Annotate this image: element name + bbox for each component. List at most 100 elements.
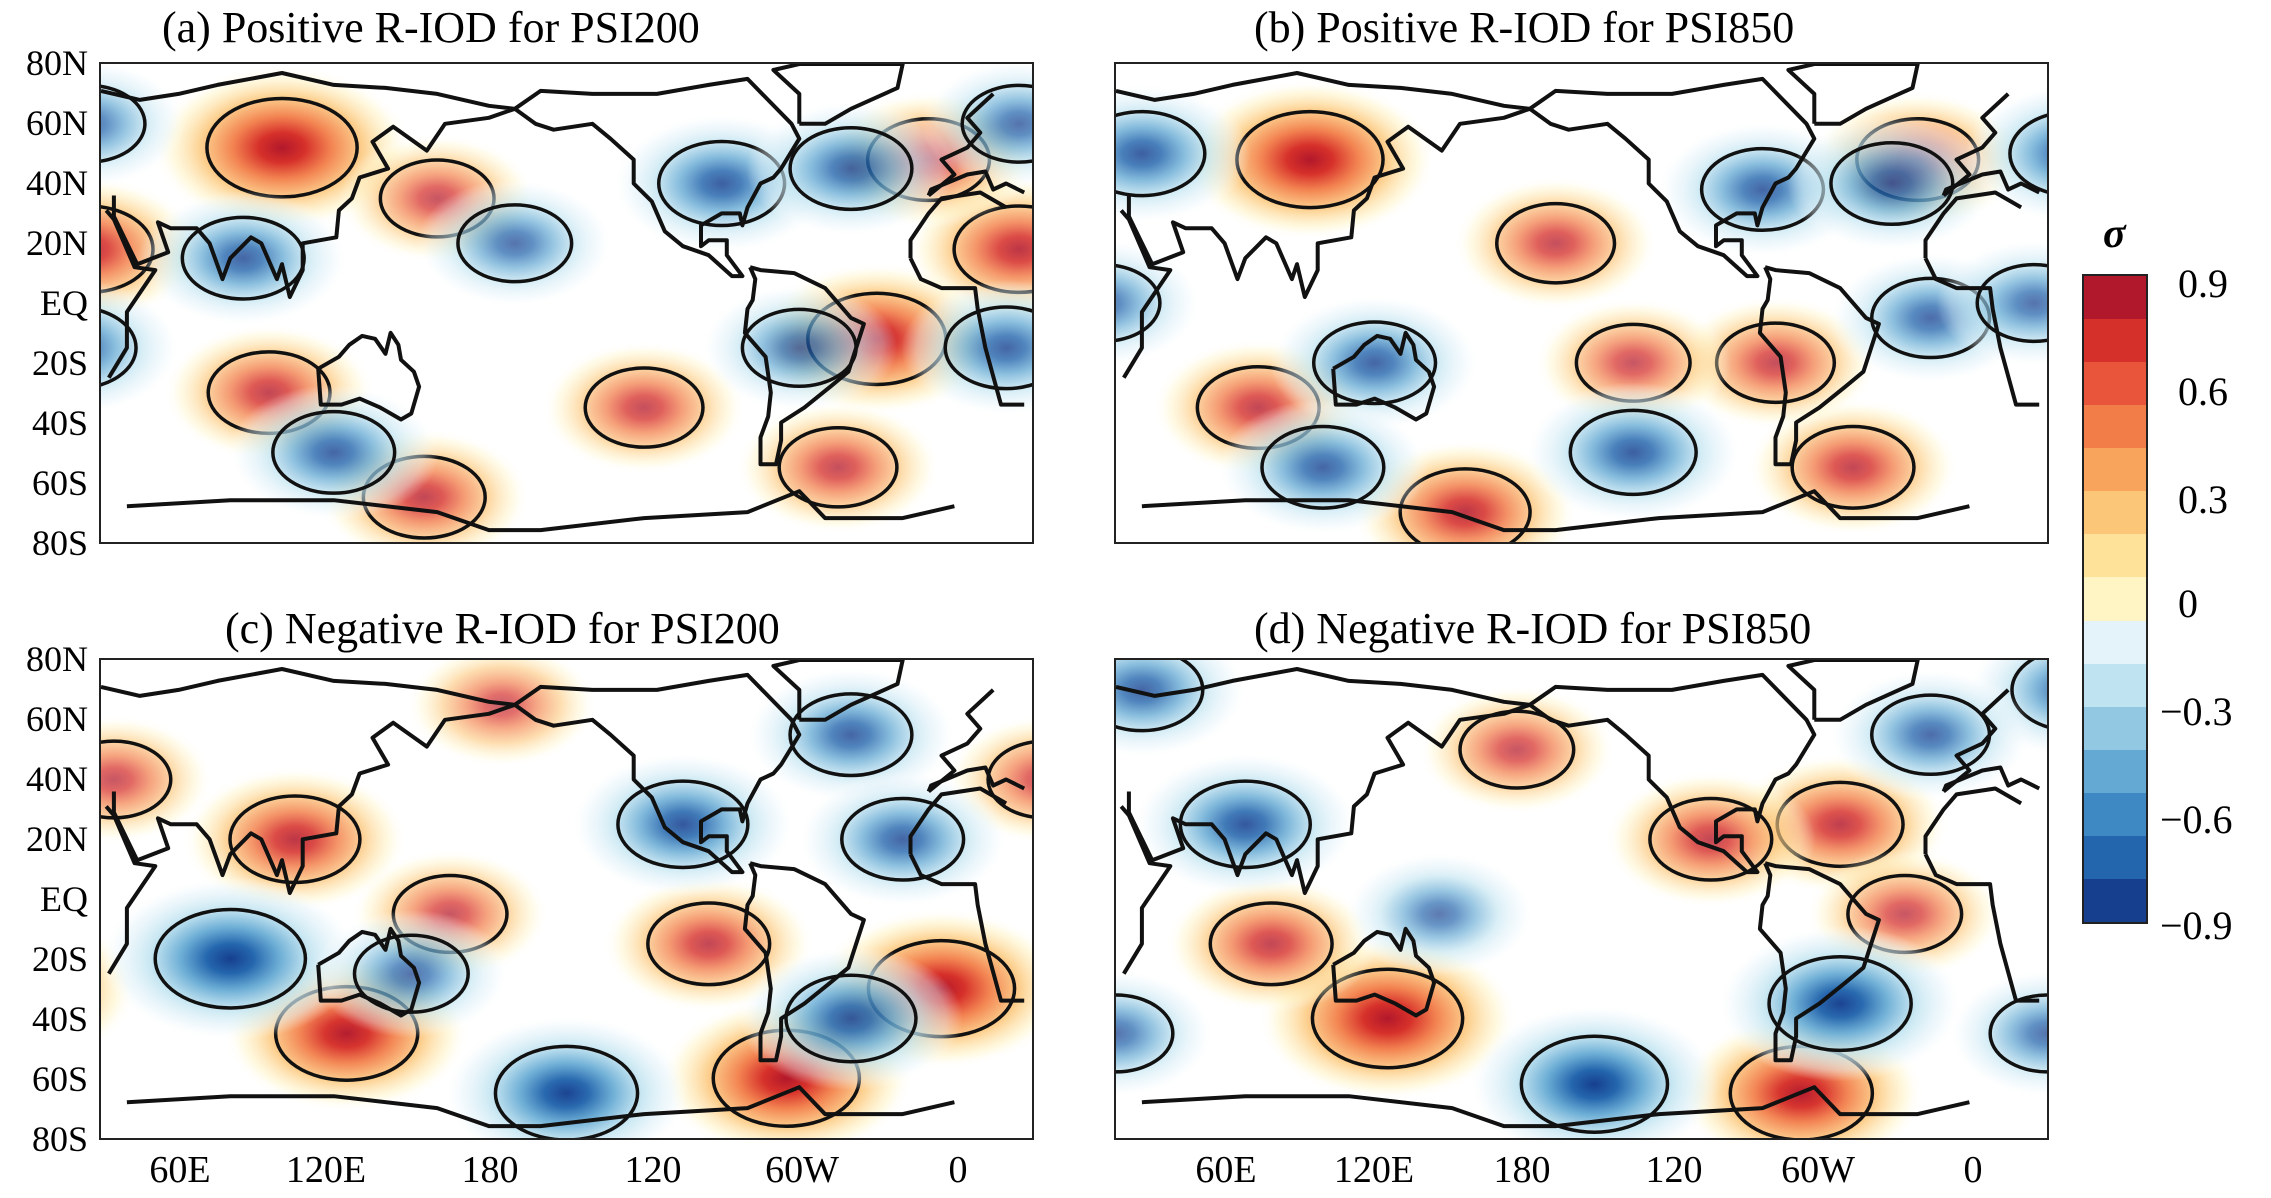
lat-label: 20S	[31, 343, 88, 383]
anomaly-blob	[416, 179, 613, 308]
coastline-africa	[908, 257, 1025, 407]
coastline-africa	[908, 786, 1008, 855]
coastline-africa	[1923, 190, 2023, 259]
anomaly-blob	[1344, 851, 1534, 976]
anomaly-blob	[1673, 296, 1877, 429]
coastline-greenland	[1786, 660, 1920, 722]
lat-label: 60N	[26, 103, 88, 143]
colorbar-tick-label: 0.6	[2178, 369, 2228, 414]
anomaly-blob	[570, 752, 795, 897]
significance-contour	[788, 126, 914, 212]
anomaly-blob	[182, 767, 407, 912]
colorbar-segment	[2084, 448, 2146, 492]
significance-contour	[960, 83, 1032, 164]
lon-label: 60W	[1781, 1149, 1855, 1191]
colorbar-tick-label: 0.3	[2178, 477, 2228, 522]
significance-contour	[777, 425, 899, 509]
coastline-greenland	[771, 660, 905, 722]
anomaly-blob	[101, 876, 360, 1041]
anomaly-blob	[101, 281, 181, 414]
anomaly-blob	[1166, 875, 1377, 1012]
colorbar-tick-label: −0.6	[2160, 797, 2233, 842]
colorbar-segment	[2084, 749, 2146, 793]
lat-label: 20N	[26, 819, 88, 859]
significance-contour	[153, 907, 308, 1010]
anomaly-blob	[1786, 115, 1997, 252]
coastline-africa	[908, 853, 1025, 1003]
anomaly-blob	[138, 190, 349, 327]
coastline-europe-asia	[1116, 71, 1532, 299]
lat-label: EQ	[40, 283, 88, 323]
lat-label: 60S	[31, 1059, 88, 1099]
significance-contour	[943, 305, 1032, 391]
significance-contour	[1310, 967, 1465, 1070]
coastline-africa	[908, 190, 1008, 259]
significance-contour	[1648, 796, 1774, 882]
map-panel-a	[99, 62, 1034, 544]
coastline-europe-asia	[926, 169, 1026, 197]
colorbar-segment	[2084, 620, 2146, 664]
significance-contour	[784, 973, 918, 1064]
anomaly-blob	[542, 341, 746, 474]
panel-d-title: (d) Negative R-IOD for PSI850	[1254, 604, 1812, 653]
map-panel-b	[1114, 62, 2049, 544]
lat-label: 60N	[26, 699, 88, 739]
coastline-south-america	[1757, 861, 1881, 1063]
lon-label: 120	[624, 1149, 682, 1191]
lat-label: 80N	[26, 43, 88, 83]
significance-contour	[1767, 955, 1913, 1053]
significance-contour	[1519, 1034, 1670, 1134]
coastline-south-america	[742, 861, 866, 1063]
anomaly-blob	[797, 771, 1008, 908]
significance-contour	[646, 901, 772, 987]
coastline-africa	[1119, 805, 1173, 975]
colorbar-strip	[2082, 274, 2148, 924]
coastline-australia	[1331, 330, 1437, 422]
anomaly-blob	[738, 946, 963, 1091]
significance-contour	[101, 309, 138, 387]
colorbar-segment	[2084, 534, 2146, 578]
lon-label: 0	[1963, 1149, 1983, 1191]
coastline-africa	[1923, 786, 2023, 855]
colorbar-segment	[2084, 405, 2146, 449]
coastline-north-america	[1528, 672, 1817, 875]
coastline-africa	[1119, 209, 1173, 379]
significance-contour	[1829, 140, 1955, 227]
coastline-africa	[1923, 853, 2040, 1003]
coastline-europe-asia	[927, 92, 995, 198]
coastline-australia	[316, 330, 422, 422]
anomaly-blob	[736, 401, 940, 534]
anomaly-blob	[1454, 177, 1658, 310]
coastline-europe-asia	[927, 688, 995, 794]
significance-contour	[1178, 779, 1313, 870]
coastline-australia	[316, 926, 422, 1018]
colorbar-segment	[2084, 792, 2146, 836]
coastline-europe-asia	[101, 71, 517, 299]
colorbar-segment	[2084, 835, 2146, 879]
lon-label: 120E	[1333, 1149, 1415, 1191]
colorbar-segment	[2084, 878, 2146, 922]
colorbar-tick-label: 0.9	[2178, 261, 2228, 306]
coastline-north-america	[513, 672, 802, 875]
significance-contour	[352, 933, 470, 1014]
coastline-antarctica	[126, 489, 955, 533]
coastline-greenland	[1786, 64, 1920, 126]
coastline-greenland	[771, 64, 905, 126]
coastline-antarctica	[1141, 1085, 1970, 1129]
panel-c-title: (c) Negative R-IOD for PSI200	[225, 604, 780, 653]
anomaly-blob	[1116, 83, 1251, 224]
anomaly-blob	[228, 384, 439, 521]
anomaly-blob	[444, 1015, 689, 1138]
coastlines	[1116, 660, 2041, 1129]
map-panel-c	[99, 658, 1034, 1140]
significance-contour	[1495, 201, 1617, 285]
significance-contour	[2008, 113, 2047, 194]
lat-label: 40N	[26, 759, 88, 799]
coastline-north-america	[1528, 76, 1817, 279]
lon-label: 0	[948, 1149, 968, 1191]
coastline-europe-asia	[101, 667, 517, 895]
anomaly-blob	[101, 715, 212, 844]
lat-label: 80S	[31, 523, 88, 563]
anomaly-field	[101, 660, 1032, 1138]
panel-b-title: (b) Positive R-IOD for PSI850	[1254, 3, 1795, 52]
